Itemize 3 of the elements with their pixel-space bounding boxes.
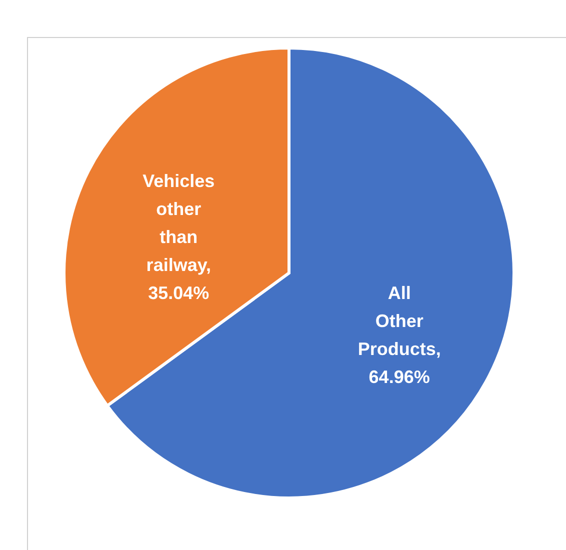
pie-slice <box>62 46 290 408</box>
slice-label: Vehicles other than railway, 35.04% <box>142 170 215 303</box>
slice-label: All Other Products, 64.96% <box>358 283 441 388</box>
